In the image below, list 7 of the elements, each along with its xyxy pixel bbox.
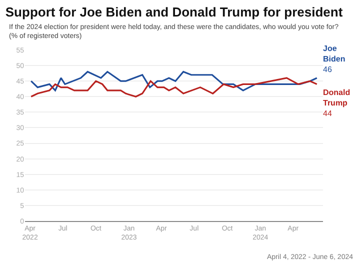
line-series <box>30 70 318 92</box>
line-series <box>30 77 318 98</box>
data-label: 46 <box>323 64 332 74</box>
data-label: 44 <box>323 108 332 118</box>
series-label: Joe Biden <box>323 44 346 64</box>
series-label: Donald Trump <box>323 88 350 108</box>
chart-title: Support for Joe Biden and Donald Trump for president <box>5 4 344 20</box>
